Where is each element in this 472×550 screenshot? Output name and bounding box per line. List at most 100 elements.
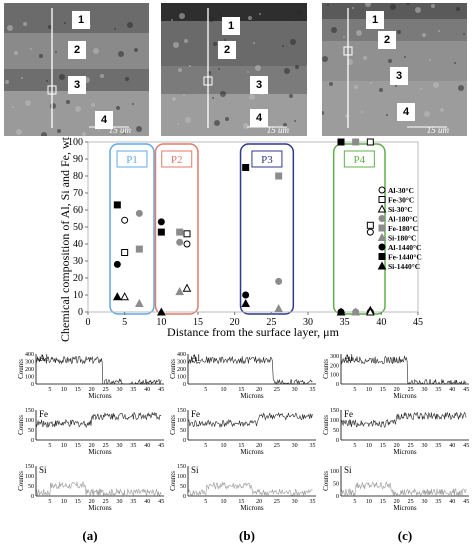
legend-entry: Si-30°C [388, 205, 413, 214]
profile-x-tick: 25 [408, 443, 414, 449]
legend-marker [377, 261, 387, 270]
region-label-box [161, 150, 193, 168]
profile-x-label: Microns [393, 504, 417, 512]
scale-bar-label: 15 um [108, 125, 131, 135]
profile-y-tick: 100 [330, 469, 339, 475]
profile-plot-(c)-Si: 0 50 100 5 10 15 20 25 30 35 40 45 Microns Counts Si [322, 465, 469, 512]
region-label-box [116, 150, 148, 168]
profile-trace [340, 355, 467, 385]
profile-y-tick: 100 [25, 474, 34, 480]
sem-image-3: 15 um 1 2 3 4 [322, 3, 467, 136]
profile-y-tick: 150 [177, 464, 186, 470]
caption-c: (c) [397, 528, 413, 543]
data-point [156, 307, 166, 316]
profile-x-tick: 40 [449, 499, 455, 505]
profile-element-label: Fe [344, 409, 353, 419]
profile-x-tick: 20 [394, 499, 400, 505]
data-point [275, 172, 283, 180]
profile-x-tick: 15 [75, 387, 81, 393]
data-point [135, 209, 143, 217]
legend-marker [378, 243, 386, 251]
profile-y-tick: 50 [333, 482, 339, 488]
y-tick-label: 70 [73, 188, 83, 199]
profile-x-tick: 15 [75, 499, 81, 505]
profile-x-tick: 15 [380, 443, 386, 449]
profile-x-tick: 45 [158, 443, 164, 449]
data-point [366, 228, 374, 236]
data-point [112, 292, 122, 301]
x-tick-label: 40 [376, 317, 386, 328]
profile-y-tick: 100 [330, 373, 339, 379]
legend-marker [377, 204, 387, 213]
legend-entry: Si-180°C [388, 234, 416, 243]
profile-y-tick: 100 [25, 418, 34, 424]
profile-x-tick: 30 [421, 443, 427, 449]
profile-y-tick: 100 [330, 418, 339, 424]
profile-y-tick: 200 [25, 367, 34, 373]
profile-y-tick: 50 [28, 428, 34, 434]
data-point [175, 287, 185, 296]
legend-marker [377, 232, 387, 241]
region-box-3 [239, 143, 295, 315]
region-box-2 [154, 143, 199, 315]
profile-element-label: Si [344, 465, 352, 475]
profile-y-tick: 50 [333, 428, 339, 434]
legend-marker [378, 224, 386, 232]
profile-y-tick: 50 [180, 484, 186, 490]
layer-label-3: 3 [68, 76, 86, 94]
x-tick-label: 15 [193, 317, 203, 328]
y-tick-label: 40 [73, 239, 83, 250]
data-point [134, 298, 144, 307]
profile-y-tick: 100 [177, 375, 186, 381]
profile-x-tick: 35 [130, 387, 136, 393]
profile-y-label: Counts [17, 471, 25, 491]
sem-texture [4, 3, 142, 136]
profile-y-tick: 300 [330, 354, 339, 360]
layer-label-4: 4 [397, 103, 415, 121]
data-point [157, 218, 165, 226]
profile-y-tick: 0 [336, 438, 339, 444]
data-point [366, 221, 374, 229]
y-axis-label: Chemical composition of Al, Si and Fe, w… [58, 136, 72, 342]
profile-plot-(b)-Fe: 0 50 100 150 5 10 15 20 25 30 35 Microns Counts Fe [169, 408, 316, 456]
profile-x-tick: 10 [61, 387, 67, 393]
profile-plot-(c)-Fe: 0 50 100 150 5 10 15 20 25 30 35 40 45 Microns Counts F… [322, 408, 469, 456]
x-tick-label: 25 [266, 317, 276, 328]
y-tick-label: 60 [73, 205, 83, 216]
profile-x-tick: 15 [75, 443, 81, 449]
x-tick-label: 0 [86, 317, 91, 328]
data-point [241, 298, 251, 307]
region-box-4 [332, 143, 386, 315]
caption-b: (b) [239, 528, 255, 543]
profile-x-tick: 45 [463, 387, 469, 393]
y-tick-label: 10 [73, 290, 83, 301]
layer-label-1: 1 [366, 11, 384, 29]
data-point [176, 238, 184, 246]
profile-trace [35, 411, 162, 429]
y-tick-label: 90 [73, 154, 83, 165]
profile-x-label: Microns [88, 448, 112, 456]
profile-plot-(c)-Al: 0 100 200 300 5 10 15 20 25 30 35 40 45 Microns Counts… [322, 353, 469, 400]
data-point [336, 307, 346, 316]
profile-x-tick: 15 [238, 443, 244, 449]
profile-x-tick: 10 [61, 443, 67, 449]
y-tick-label: 80 [73, 171, 83, 182]
profile-x-tick: 35 [130, 443, 136, 449]
data-point [337, 138, 345, 146]
profile-x-tick: 10 [366, 443, 372, 449]
data-point [113, 260, 121, 268]
profile-x-tick: 35 [435, 499, 441, 505]
profile-x-tick: 15 [380, 499, 386, 505]
region-label-box [343, 150, 375, 168]
region-label: P4 [354, 154, 366, 166]
profile-x-tick: 10 [366, 499, 372, 505]
layer-label-2: 2 [378, 31, 396, 49]
legend-entry: Fe-180°C [388, 224, 418, 233]
profile-x-tick: 15 [238, 499, 244, 505]
profile-x-tick: 25 [103, 443, 109, 449]
data-point [113, 201, 121, 209]
layer-label-3: 3 [250, 76, 268, 94]
profile-x-tick: 10 [221, 387, 227, 393]
